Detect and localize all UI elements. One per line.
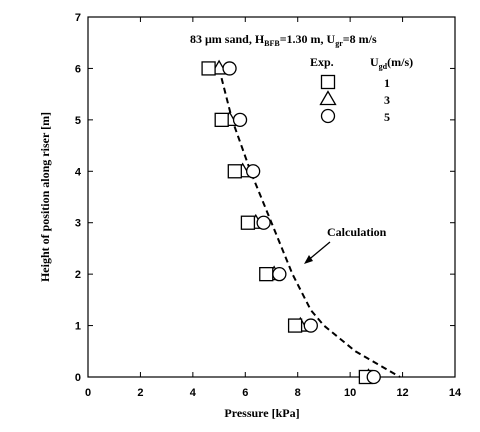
legend: 1 3 5 — [319, 74, 390, 124]
legend-label: 1 — [384, 76, 390, 90]
legend-header-ugd-unit: (m/s) — [387, 55, 413, 69]
x-tick-label: 14 — [449, 387, 462, 399]
conditions-sub-2: gr — [335, 39, 343, 48]
data-points — [201, 59, 381, 385]
x-axis-title: Pressure [kPa] — [224, 406, 299, 420]
conditions-text-2: =1.30 m, U — [280, 32, 336, 46]
data-point-circle-series-5 — [232, 112, 248, 128]
conditions-text-3: =8 m/s — [343, 32, 377, 46]
x-tick-label: 2 — [137, 387, 143, 399]
x-tick-label: 6 — [242, 387, 248, 399]
data-point-circle-series-5 — [366, 369, 381, 385]
y-tick-label: 2 — [75, 269, 81, 281]
x-tick-label: 0 — [85, 387, 91, 399]
y-tick-label: 7 — [75, 12, 81, 24]
legend-header-ugd: Ugd(m/s) — [370, 55, 413, 71]
y-tick-label: 6 — [75, 63, 81, 75]
calculation-label: Calculation — [327, 225, 387, 239]
x-tick-label: 12 — [396, 387, 408, 399]
legend-marker-triangle — [319, 90, 337, 106]
legend-header-exp: Exp. — [310, 55, 334, 69]
calculation-arrow-head — [304, 255, 313, 264]
data-point-square-series-1 — [214, 112, 229, 128]
data-point-circle-series-5 — [245, 164, 261, 179]
data-point-square-series-1 — [259, 266, 274, 282]
data-point-square-series-1 — [240, 215, 256, 230]
legend-label: 3 — [384, 93, 390, 107]
data-point-square-series-1 — [201, 61, 216, 76]
data-point-circle-series-5 — [272, 266, 287, 282]
legend-label: 5 — [384, 110, 390, 124]
chart-text: Pressure [kPa] Height of position along … — [38, 32, 413, 420]
y-tick-label: 0 — [75, 372, 81, 384]
y-axis-title: Height of position along riser [m] — [38, 112, 52, 282]
data-point-square-series-1 — [287, 318, 303, 333]
data-point-square-series-1 — [227, 164, 242, 179]
legend-header-ugd-u: U — [370, 55, 379, 69]
y-tick-label: 5 — [75, 115, 81, 127]
data-point-circle-series-5 — [222, 61, 237, 76]
x-tick-label: 4 — [190, 387, 197, 399]
x-tick-label: 10 — [344, 387, 356, 399]
x-tick-label: 8 — [295, 387, 301, 399]
conditions-text-1: 83 μm sand, H — [190, 32, 265, 46]
legend-marker-circle — [320, 108, 336, 124]
calculation-curve — [218, 68, 401, 378]
y-tick-label: 1 — [75, 321, 81, 333]
conditions-sub-1: BFB — [264, 39, 280, 48]
data-point-circle-series-5 — [256, 215, 271, 230]
legend-header-ugd-sub: gd — [379, 62, 388, 71]
conditions-annotation: 83 μm sand, HBFB=1.30 m, Ugr=8 m/s — [190, 32, 377, 48]
y-tick-label: 3 — [75, 218, 81, 230]
plot-frame — [87, 16, 456, 378]
legend-marker-square — [320, 74, 336, 90]
calculation-curve-group — [218, 68, 401, 378]
y-tick-label: 4 — [75, 166, 82, 178]
data-point-circle-series-5 — [303, 318, 318, 333]
